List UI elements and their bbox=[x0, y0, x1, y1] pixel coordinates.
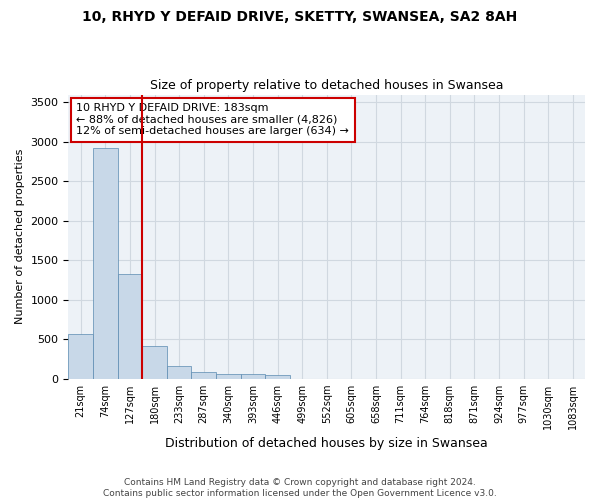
Title: Size of property relative to detached houses in Swansea: Size of property relative to detached ho… bbox=[150, 79, 503, 92]
X-axis label: Distribution of detached houses by size in Swansea: Distribution of detached houses by size … bbox=[166, 437, 488, 450]
Bar bbox=[68, 334, 93, 378]
Bar bbox=[265, 376, 290, 378]
Bar bbox=[216, 374, 241, 378]
Bar bbox=[191, 372, 216, 378]
Bar bbox=[241, 374, 265, 378]
Bar bbox=[142, 346, 167, 378]
Text: 10 RHYD Y DEFAID DRIVE: 183sqm
← 88% of detached houses are smaller (4,826)
12% : 10 RHYD Y DEFAID DRIVE: 183sqm ← 88% of … bbox=[76, 103, 349, 136]
Text: 10, RHYD Y DEFAID DRIVE, SKETTY, SWANSEA, SA2 8AH: 10, RHYD Y DEFAID DRIVE, SKETTY, SWANSEA… bbox=[82, 10, 518, 24]
Bar bbox=[167, 366, 191, 378]
Bar bbox=[118, 274, 142, 378]
Y-axis label: Number of detached properties: Number of detached properties bbox=[15, 149, 25, 324]
Bar bbox=[93, 148, 118, 378]
Text: Contains HM Land Registry data © Crown copyright and database right 2024.
Contai: Contains HM Land Registry data © Crown c… bbox=[103, 478, 497, 498]
